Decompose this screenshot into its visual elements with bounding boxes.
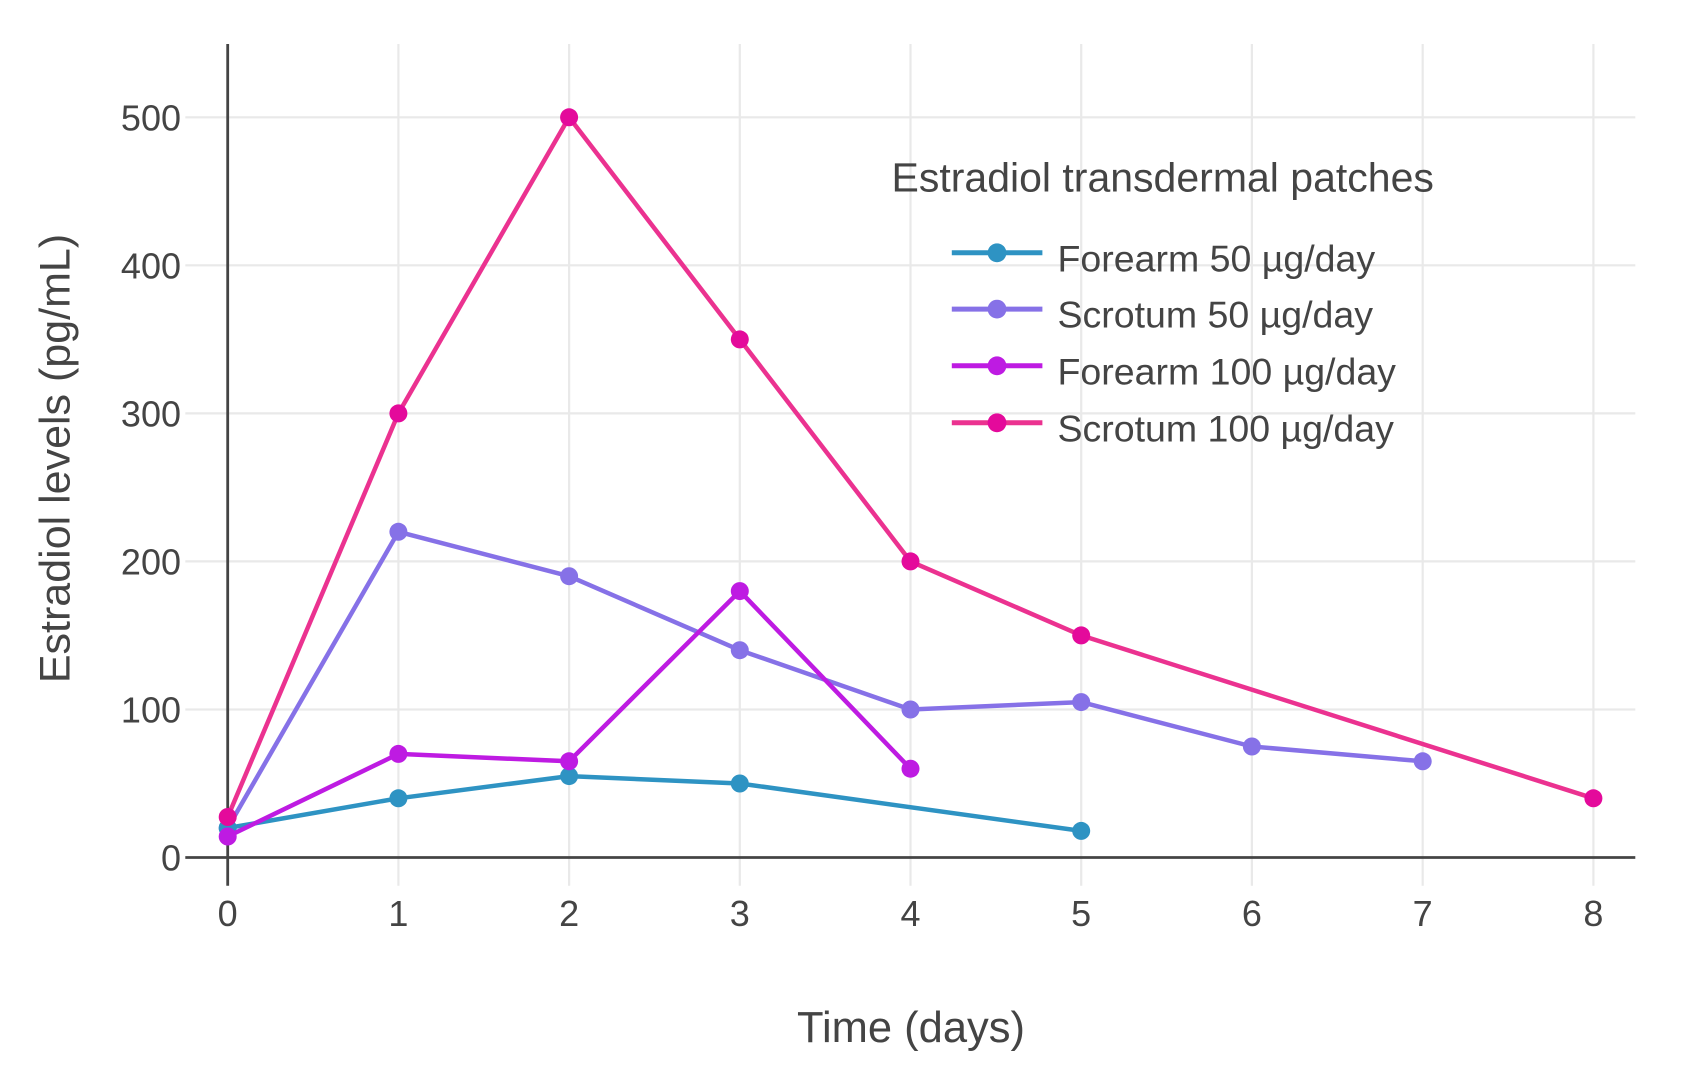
- svg-text:400: 400: [121, 245, 181, 286]
- svg-text:6: 6: [1242, 893, 1262, 934]
- svg-text:200: 200: [121, 542, 181, 583]
- svg-text:500: 500: [121, 97, 181, 138]
- svg-text:Forearm 50 µg/day: Forearm 50 µg/day: [1058, 237, 1376, 279]
- svg-text:0: 0: [161, 838, 181, 879]
- svg-text:3: 3: [730, 893, 750, 934]
- svg-text:100: 100: [121, 690, 181, 731]
- svg-text:Scrotum 100 µg/day: Scrotum 100 µg/day: [1058, 407, 1395, 449]
- svg-text:1: 1: [388, 893, 408, 934]
- svg-text:Time (days): Time (days): [797, 1004, 1025, 1052]
- svg-text:2: 2: [559, 893, 579, 934]
- svg-text:300: 300: [121, 394, 181, 435]
- svg-text:Estradiol levels (pg/mL): Estradiol levels (pg/mL): [31, 234, 79, 683]
- svg-text:5: 5: [1071, 893, 1091, 934]
- svg-text:Estradiol transdermal patches: Estradiol transdermal patches: [892, 155, 1434, 201]
- svg-text:Scrotum 50 µg/day: Scrotum 50 µg/day: [1058, 294, 1374, 336]
- svg-text:Forearm 100 µg/day: Forearm 100 µg/day: [1058, 350, 1397, 392]
- svg-text:4: 4: [900, 893, 920, 934]
- svg-text:0: 0: [218, 893, 238, 934]
- svg-text:7: 7: [1413, 893, 1433, 934]
- svg-text:8: 8: [1583, 893, 1603, 934]
